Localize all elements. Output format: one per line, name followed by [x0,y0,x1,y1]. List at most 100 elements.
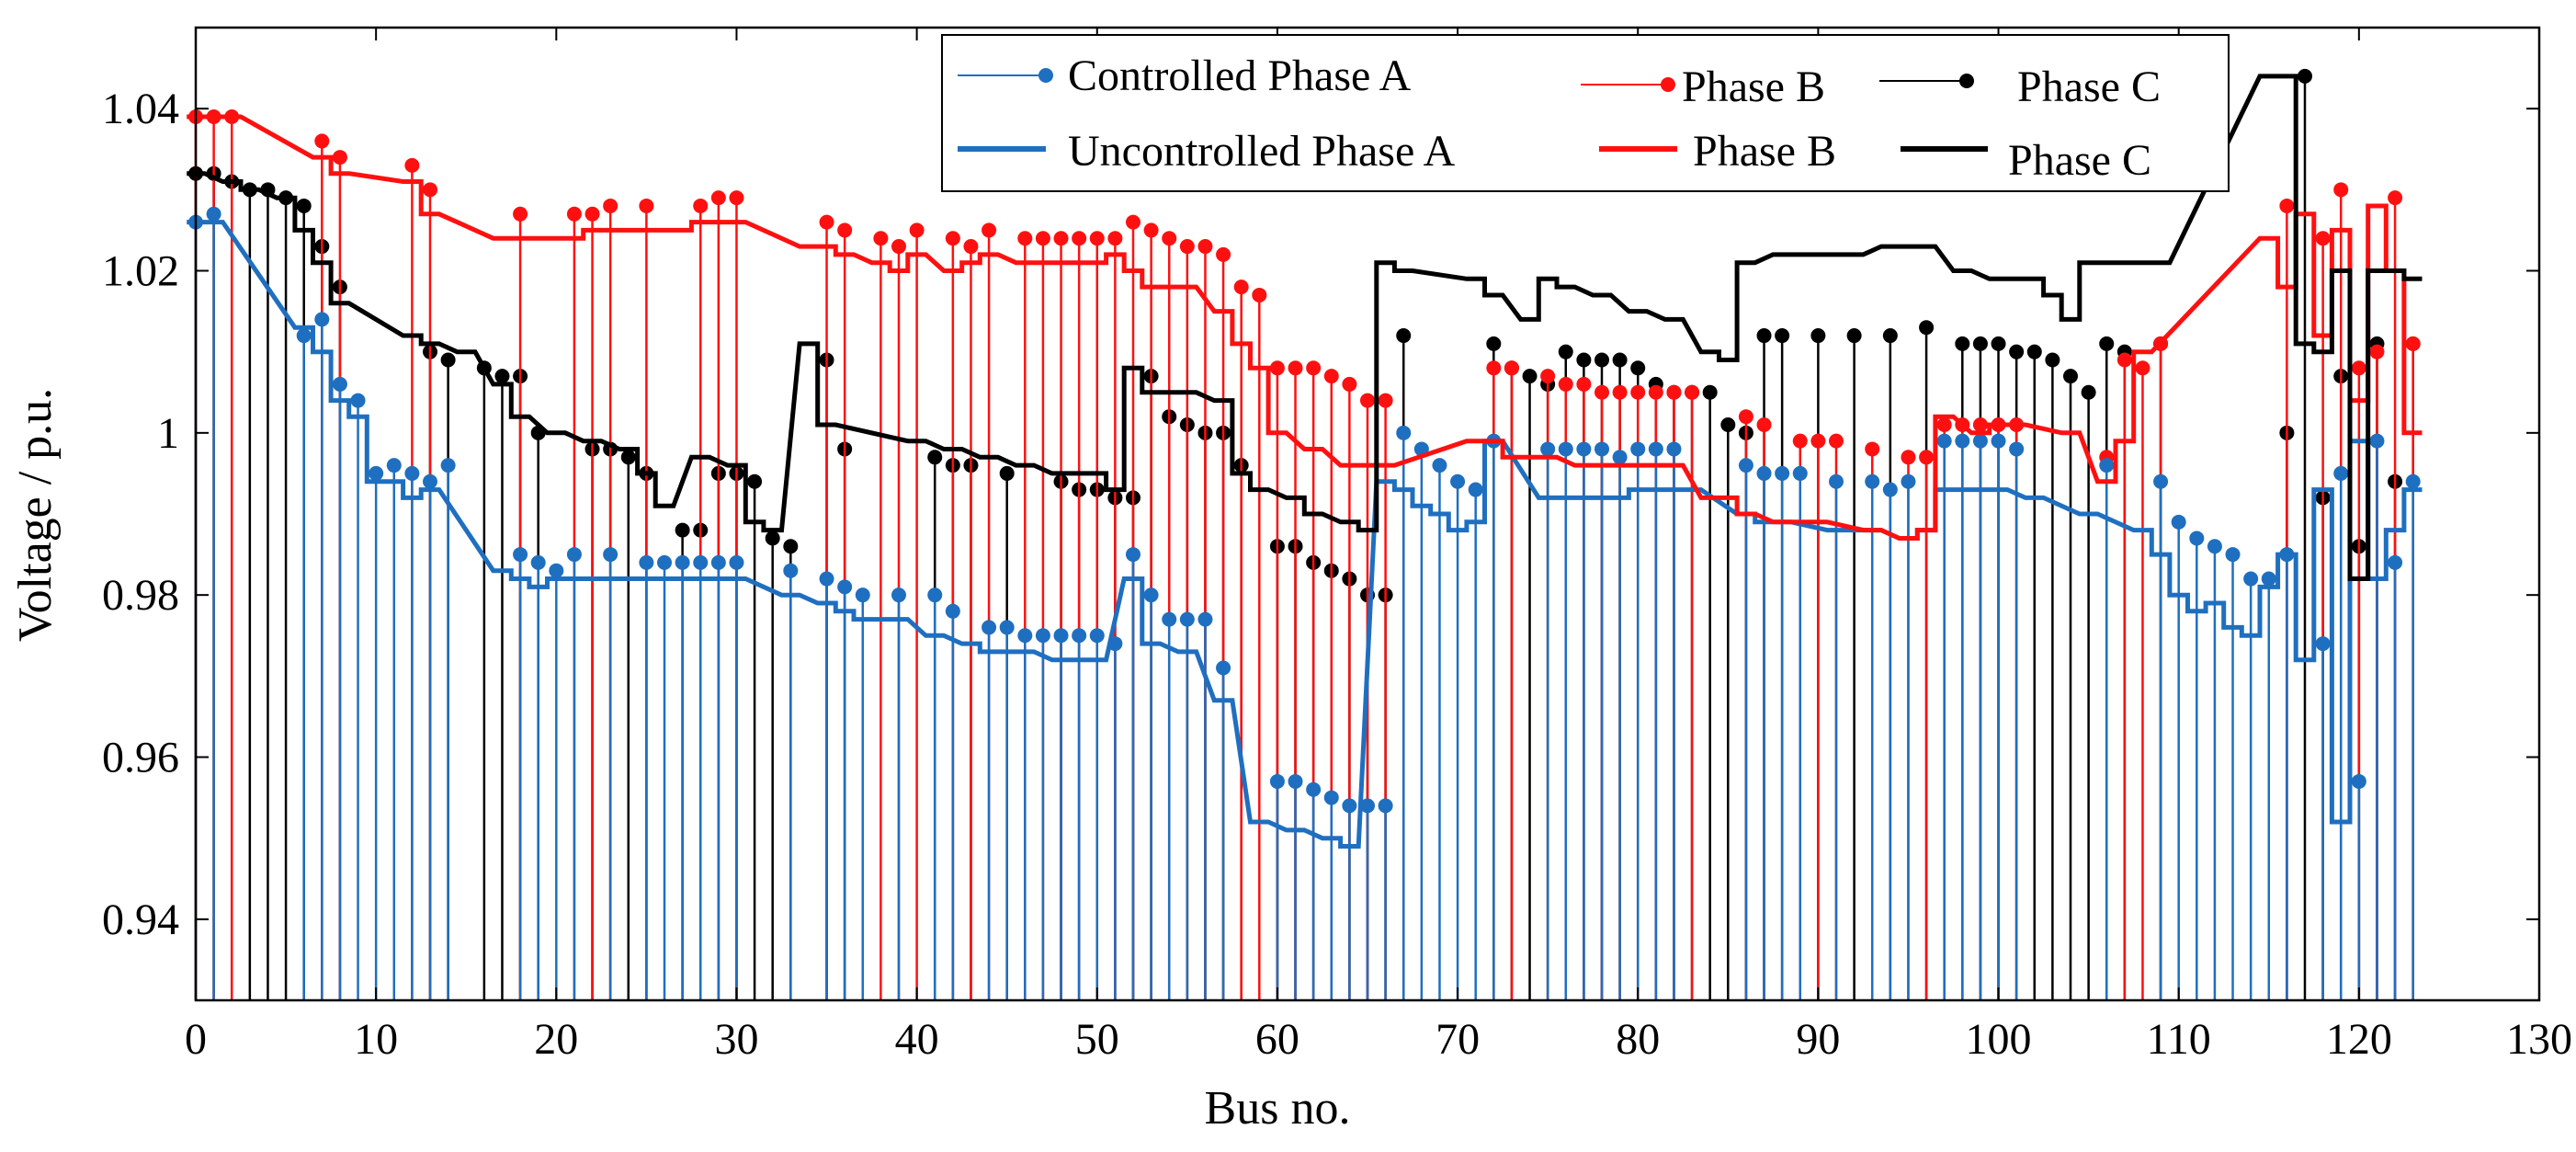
marker-controlled-a [1955,433,1970,449]
marker-controlled-b [1919,450,1935,465]
legend-label-uncontrolled-b: Phase B [1693,127,1836,176]
marker-controlled-b [1558,376,1573,392]
y-tick-label: 1 [157,409,179,458]
marker-controlled-b [1252,287,1267,302]
marker-controlled-a [423,473,437,489]
marker-controlled-a [1179,611,1195,627]
marker-controlled-a [1648,441,1663,457]
marker-controlled-a [1540,441,1556,457]
marker-controlled-a [2099,458,2115,473]
marker-controlled-a [1432,458,1447,473]
marker-controlled-a [1143,587,1159,603]
marker-controlled-b [1972,417,1988,433]
marker-controlled-a [332,376,347,392]
series-layer [187,68,2423,1000]
marker-controlled-b [1162,231,1177,246]
marker-controlled-b [1233,279,1249,295]
marker-controlled-b [1666,384,1682,400]
marker-controlled-c [999,465,1015,481]
marker-controlled-b [423,182,437,198]
y-tick-label: 1.02 [102,247,179,296]
marker-controlled-b [603,198,618,213]
marker-controlled-c [1955,336,1970,351]
y-tick-label: 1.04 [102,85,179,133]
marker-controlled-a [1072,628,1087,644]
series-uncontrolled-a [187,220,2423,849]
legend-label-uncontrolled-c: Phase C [2008,136,2151,185]
y-axis-label: Voltage / p.u. [9,388,62,642]
marker-controlled-b [1865,441,1880,457]
marker-controlled-c [2081,384,2096,400]
marker-controlled-b [1288,360,1303,376]
marker-controlled-a [999,620,1015,635]
marker-controlled-b [1179,239,1195,255]
marker-controlled-a [1089,628,1105,644]
marker-controlled-a [1342,798,1357,814]
marker-controlled-a [1035,628,1050,644]
marker-controlled-b [2315,231,2331,246]
x-tick-label: 130 [2506,1015,2572,1064]
step-line-uncontrolled-b [187,114,2423,541]
marker-controlled-a [1991,433,2006,449]
marker-controlled-b [873,231,889,246]
marker-controlled-b [1829,433,1844,449]
marker-controlled-b [945,231,960,246]
marker-controlled-a [1792,465,1808,481]
marker-controlled-b [891,239,906,255]
marker-controlled-c [765,530,780,546]
marker-controlled-b [2405,336,2421,351]
marker-controlled-a [1612,450,1628,465]
axis-layer: 0 10 20 30 40 50 60 70 80 90 100 110 120 130 0.94 0.96 0… [102,28,2572,1064]
legend-label-uncontrolled-a: Uncontrolled Phase A [1068,127,1456,176]
marker-controlled-b [2351,360,2366,376]
plot-area-frame [194,26,2541,1002]
marker-controlled-a [2388,554,2403,570]
marker-controlled-b [1630,384,1646,400]
marker-controlled-a [1594,441,1609,457]
marker-controlled-b [584,206,600,222]
marker-controlled-a [350,393,366,408]
marker-controlled-c [747,473,763,489]
marker-controlled-a [1829,473,1844,489]
marker-controlled-b [2369,344,2385,359]
y-tick-label: 0.98 [102,571,179,620]
marker-controlled-a [1053,628,1069,644]
x-tick-label: 120 [2326,1015,2392,1064]
legend-label-controlled-c: Phase C [2017,63,2161,111]
marker-controlled-b [1072,231,1087,246]
marker-controlled-c [1720,417,1736,433]
marker-controlled-b [404,157,420,173]
marker-controlled-a [639,554,654,570]
marker-controlled-a [693,554,709,570]
marker-controlled-a [1396,425,1412,440]
marker-controlled-a [1378,798,1393,814]
marker-controlled-a [2189,530,2205,546]
legend-label-controlled-a: Controlled Phase A [1068,51,1412,100]
marker-controlled-c [1919,320,1935,336]
marker-controlled-c [1558,344,1573,359]
marker-controlled-b [1269,360,1285,376]
legend-marker-controlled-a [1038,68,1053,83]
x-axis-label: Bus no. [1205,1082,1351,1135]
marker-controlled-a [2225,547,2241,563]
chart-legend: Controlled Phase A Phase B Phase C Uncon… [941,34,2230,192]
marker-controlled-c [1810,328,1826,344]
marker-controlled-b [837,222,853,238]
step-line-uncontrolled-c [187,74,2423,581]
marker-controlled-a [1576,441,1592,457]
marker-controlled-a [927,587,943,603]
marker-controlled-a [2351,773,2366,789]
marker-controlled-b [2333,182,2349,198]
marker-controlled-a [783,563,799,578]
x-tick-label: 20 [534,1015,578,1064]
x-tick-label: 60 [1255,1015,1299,1064]
marker-controlled-c [675,522,690,538]
marker-controlled-c [1756,328,1772,344]
marker-controlled-b [2135,360,2150,376]
marker-controlled-b [710,190,726,206]
marker-controlled-a [1323,790,1339,805]
legend-entry-uncontrolled-phase-a: Uncontrolled Phase A [958,127,1456,176]
marker-controlled-a [2243,571,2259,587]
marker-controlled-a [1972,433,1988,449]
legend-marker-controlled-c [1959,74,1974,88]
